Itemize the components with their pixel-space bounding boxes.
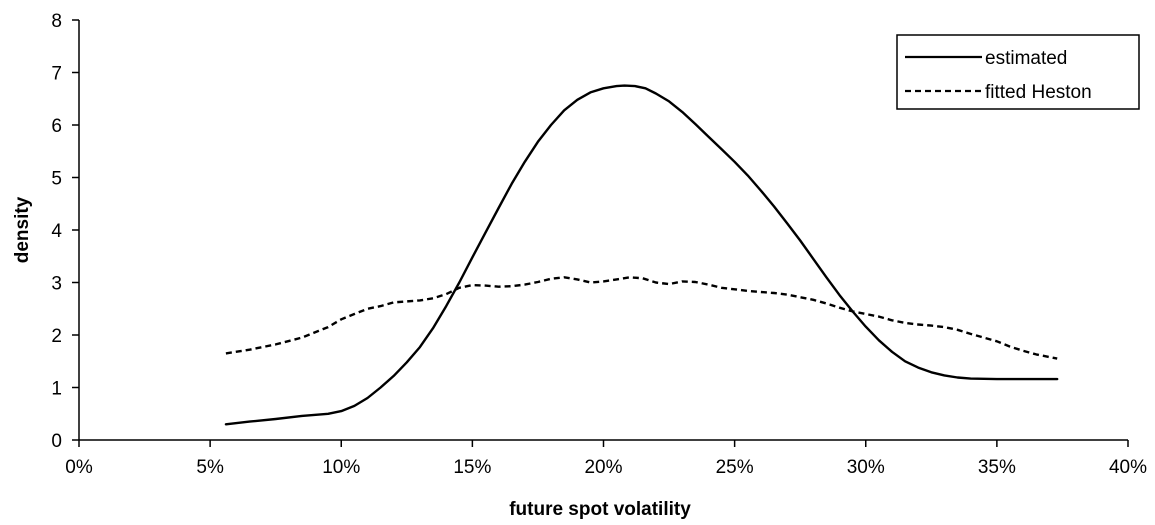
y-tick-label: 5 <box>51 169 62 190</box>
x-tick-label: 40% <box>1109 457 1147 478</box>
x-tick-label: 25% <box>716 457 754 478</box>
x-tick-label: 0% <box>65 457 93 478</box>
x-tick-label: 10% <box>322 457 360 478</box>
x-tick-label: 35% <box>978 457 1016 478</box>
axes: 0 1 2 3 4 5 6 7 8 0% 5% 10% 15% 20% 25% 30% 35% 40% <box>51 11 1147 478</box>
series-line-estimated <box>224 84 1059 426</box>
legend-label-fitted-heston: fitted Heston <box>985 82 1092 103</box>
plot-area <box>224 84 1059 426</box>
y-tick-label: 3 <box>51 274 62 295</box>
y-tick-label: 8 <box>51 11 62 32</box>
y-tick-label: 7 <box>51 64 62 85</box>
legend: estimated fitted Heston <box>896 34 1140 110</box>
y-tick-label: 2 <box>51 326 62 347</box>
y-tick-label: 6 <box>51 116 62 137</box>
y-axis-title: density <box>12 196 33 263</box>
x-axis-title: future spot volatility <box>509 499 691 520</box>
x-tick-label: 20% <box>584 457 622 478</box>
y-tick-label: 1 <box>51 379 62 400</box>
y-tick-label: 4 <box>51 221 62 242</box>
legend-box <box>896 34 1140 110</box>
x-tick-label: 5% <box>196 457 224 478</box>
x-tick-label: 30% <box>847 457 885 478</box>
x-tick-label: 15% <box>453 457 491 478</box>
series-line-fitted-heston <box>225 276 1058 360</box>
y-tick-label: 0 <box>51 431 62 452</box>
legend-label-estimated: estimated <box>985 48 1067 69</box>
